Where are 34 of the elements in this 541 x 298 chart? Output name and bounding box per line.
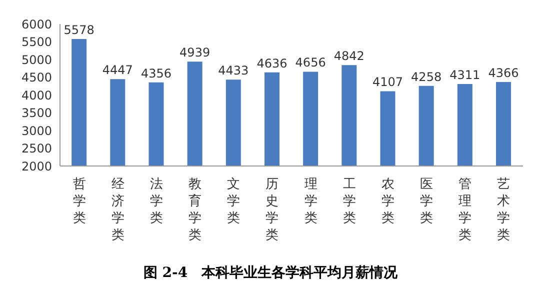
y-tick-label: 4000 [21, 88, 52, 102]
data-label: 4366 [488, 66, 519, 80]
data-label: 4433 [218, 64, 249, 78]
data-label: 4939 [180, 46, 210, 60]
data-label: 4258 [411, 70, 442, 84]
x-tick-label: 文学类 [227, 177, 240, 226]
data-label: 5578 [64, 22, 94, 37]
x-tick-label: 历史学类 [266, 177, 279, 243]
data-label: 4636 [256, 56, 288, 70]
y-tick-label: 2500 [21, 142, 52, 156]
data-label: 4656 [295, 56, 326, 70]
y-tick-label: 2000 [21, 159, 52, 174]
x-tick-label: 医学类 [420, 177, 434, 226]
x-tick-label: 哲学类 [72, 177, 86, 226]
data-label: 4447 [102, 63, 133, 78]
y-tick-label: 3500 [21, 106, 52, 120]
x-tick-label: 经济学类 [111, 177, 124, 243]
x-tick-label: 管理学类 [458, 177, 472, 243]
x-tick-label: 农学类 [381, 177, 394, 226]
text: 图 2-4 本科毕业生各学科平均月薪情况 [142, 264, 399, 282]
x-tick-label: 法学类 [150, 177, 163, 226]
x-tick-label: 艺术学类 [497, 177, 510, 243]
y-tick-label: 5000 [21, 52, 52, 67]
y-tick-label: 4500 [21, 70, 52, 85]
data-label: 4107 [372, 75, 404, 90]
y-tick-label: 6000 [21, 17, 52, 32]
x-tick-label: 工学类 [342, 177, 356, 226]
x-tick-label: 理学类 [304, 177, 318, 226]
data-label: 4311 [450, 68, 480, 82]
y-tick-label: 5500 [21, 35, 52, 50]
data-label: 4842 [334, 49, 364, 64]
x-tick-label: 教育学类 [188, 177, 202, 243]
y-tick-label: 3000 [21, 124, 52, 138]
data-label: 4356 [140, 66, 172, 80]
